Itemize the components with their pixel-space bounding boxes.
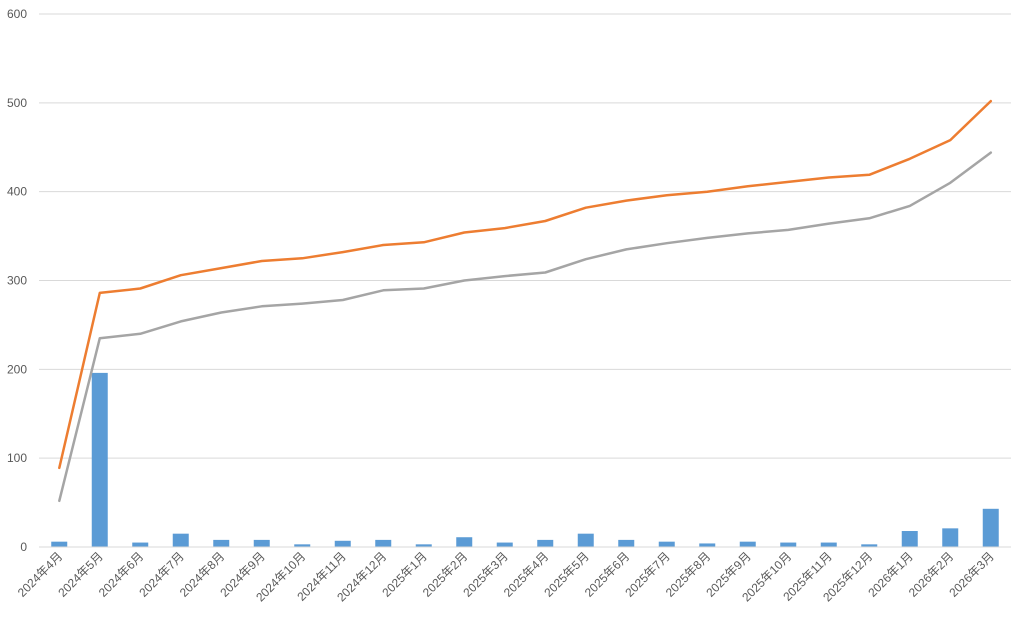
bar — [658, 541, 675, 547]
bar — [982, 508, 999, 547]
y-tick-label: 100 — [7, 451, 27, 465]
bar — [618, 539, 635, 547]
bar — [739, 541, 756, 547]
bar — [820, 542, 837, 547]
bar — [861, 544, 878, 547]
bar-series — [51, 372, 999, 547]
y-tick-label: 400 — [7, 185, 27, 199]
bar — [253, 539, 270, 547]
line-series — [58, 99, 993, 503]
bar — [294, 544, 311, 547]
bar — [132, 542, 149, 547]
bar — [415, 544, 432, 547]
bar — [496, 542, 513, 547]
bar — [577, 533, 594, 547]
y-tick-label: 500 — [7, 96, 27, 110]
bar — [537, 539, 554, 547]
bar — [334, 540, 351, 547]
x-axis-ticks: 2024年4月2024年5月2024年6月2024年7月2024年8月2024年… — [15, 549, 997, 604]
bar — [699, 543, 716, 547]
y-tick-label: 0 — [20, 540, 27, 554]
bar — [780, 542, 797, 547]
gridlines — [39, 13, 1011, 459]
bar — [456, 537, 473, 547]
y-tick-label: 200 — [7, 362, 27, 376]
series-line-2 — [58, 151, 993, 503]
bar — [901, 531, 918, 547]
y-tick-label: 300 — [7, 274, 27, 288]
bar — [375, 539, 392, 547]
bar — [172, 533, 189, 547]
series-line-1 — [58, 99, 993, 470]
y-axis-ticks: 0 100 200 300 400 500 600 — [7, 7, 27, 554]
bar — [942, 528, 959, 547]
y-tick-label: 600 — [7, 7, 27, 21]
bar — [213, 539, 230, 547]
bar — [51, 541, 68, 547]
bar — [91, 372, 108, 547]
